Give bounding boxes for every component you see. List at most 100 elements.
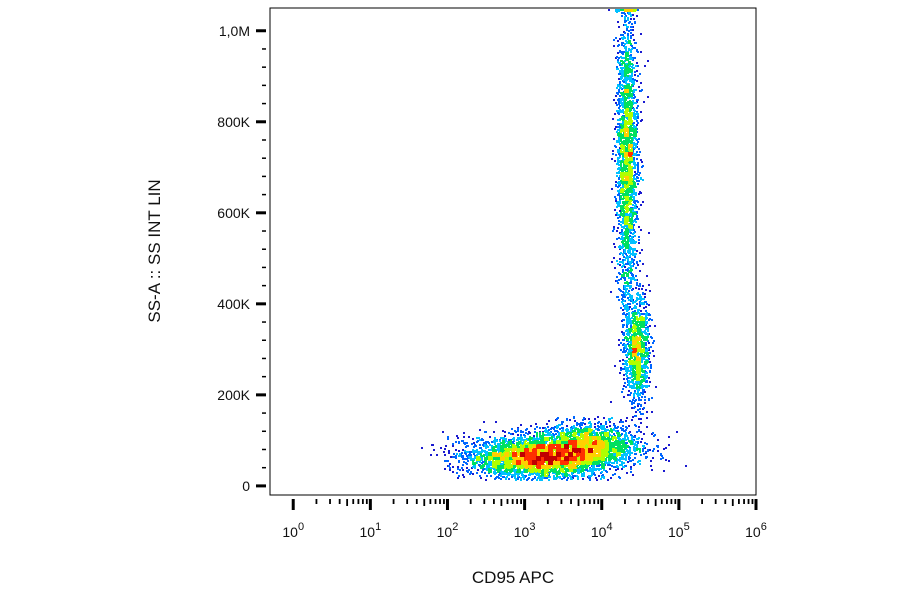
event-dot: [617, 217, 619, 219]
event-dot: [621, 148, 623, 150]
event-dot: [621, 442, 623, 444]
event-dot: [486, 463, 488, 465]
event-dot: [624, 308, 626, 310]
event-dot: [622, 309, 624, 311]
event-dot: [644, 65, 646, 67]
event-dot: [620, 67, 622, 69]
event-dot: [536, 426, 538, 428]
event-dot: [655, 386, 657, 388]
event-dot: [623, 256, 625, 258]
event-dot: [556, 475, 558, 477]
event-dot: [638, 154, 640, 156]
event-dot: [482, 469, 484, 471]
event-dot: [594, 469, 596, 471]
event-dot: [632, 212, 634, 214]
event-dot: [637, 177, 639, 179]
event-dot: [617, 157, 619, 159]
event-dot: [618, 137, 620, 139]
event-dot: [633, 229, 635, 231]
event-dot: [508, 474, 510, 476]
event-dot: [489, 436, 491, 438]
event-dot: [641, 365, 643, 367]
event-dot: [641, 89, 643, 91]
event-dot: [646, 275, 648, 277]
event-dot: [638, 239, 640, 241]
event-dot: [630, 35, 632, 37]
event-dot: [605, 429, 607, 431]
event-dot: [636, 284, 638, 286]
event-dot: [627, 59, 629, 61]
event-dot: [629, 270, 631, 272]
event-dot: [641, 161, 643, 163]
event-dot: [620, 349, 622, 351]
event-dot: [635, 241, 637, 243]
event-dot: [457, 477, 459, 479]
event-dot: [617, 263, 619, 265]
event-dot: [642, 413, 644, 415]
event-dot: [618, 57, 620, 59]
event-dot: [638, 208, 640, 210]
event-dot: [618, 134, 620, 136]
event-dot: [630, 286, 632, 288]
event-dot: [660, 458, 662, 460]
event-dot: [559, 424, 561, 426]
event-dot: [504, 445, 506, 447]
event-dot: [605, 423, 607, 425]
event-dot: [617, 93, 619, 95]
event-dot: [627, 240, 629, 242]
event-dot: [626, 65, 628, 67]
event-dot: [610, 291, 612, 293]
event-dot: [616, 280, 618, 282]
event-dot: [594, 423, 596, 425]
event-dot: [492, 450, 494, 452]
event-dot: [650, 336, 652, 338]
event-dot: [638, 381, 640, 383]
event-dot: [634, 178, 636, 180]
event-dot: [477, 469, 479, 471]
event-dot: [635, 441, 637, 443]
event-dot: [640, 354, 642, 356]
event-dot: [583, 472, 585, 474]
event-dot: [647, 348, 649, 350]
event-dot: [641, 288, 643, 290]
event-dot: [618, 44, 620, 46]
event-dot: [627, 303, 629, 305]
event-dot: [635, 287, 637, 289]
event-dot: [511, 476, 513, 478]
event-dot: [628, 267, 630, 269]
event-dot: [635, 164, 637, 166]
event-dot: [630, 15, 632, 17]
event-dot: [463, 461, 465, 463]
event-dot: [464, 443, 466, 445]
event-dot: [476, 458, 478, 460]
event-dot: [653, 435, 655, 437]
event-dot: [637, 409, 639, 411]
event-dot: [643, 344, 645, 346]
event-dot: [589, 479, 591, 481]
event-dot: [622, 269, 624, 271]
event-dot: [622, 388, 624, 390]
event-dot: [645, 342, 647, 344]
event-dot: [640, 310, 642, 312]
event-dot: [525, 432, 527, 434]
event-dot: [580, 435, 582, 437]
event-dot: [566, 418, 568, 420]
event-dot: [635, 42, 637, 44]
event-dot: [625, 236, 627, 238]
event-dot: [630, 392, 632, 394]
event-dot: [618, 141, 620, 143]
event-dot: [623, 349, 625, 351]
event-dot: [632, 275, 634, 277]
event-dot: [632, 368, 634, 370]
event-dot: [598, 475, 600, 477]
event-dot: [601, 428, 603, 430]
event-dot: [628, 214, 630, 216]
event-dot: [639, 323, 641, 325]
event-dot: [472, 451, 474, 453]
event-dot: [611, 417, 613, 419]
event-dot: [616, 172, 618, 174]
event-dot: [638, 333, 640, 335]
event-dot: [625, 46, 627, 48]
event-dot: [642, 285, 644, 287]
event-dot: [616, 462, 618, 464]
